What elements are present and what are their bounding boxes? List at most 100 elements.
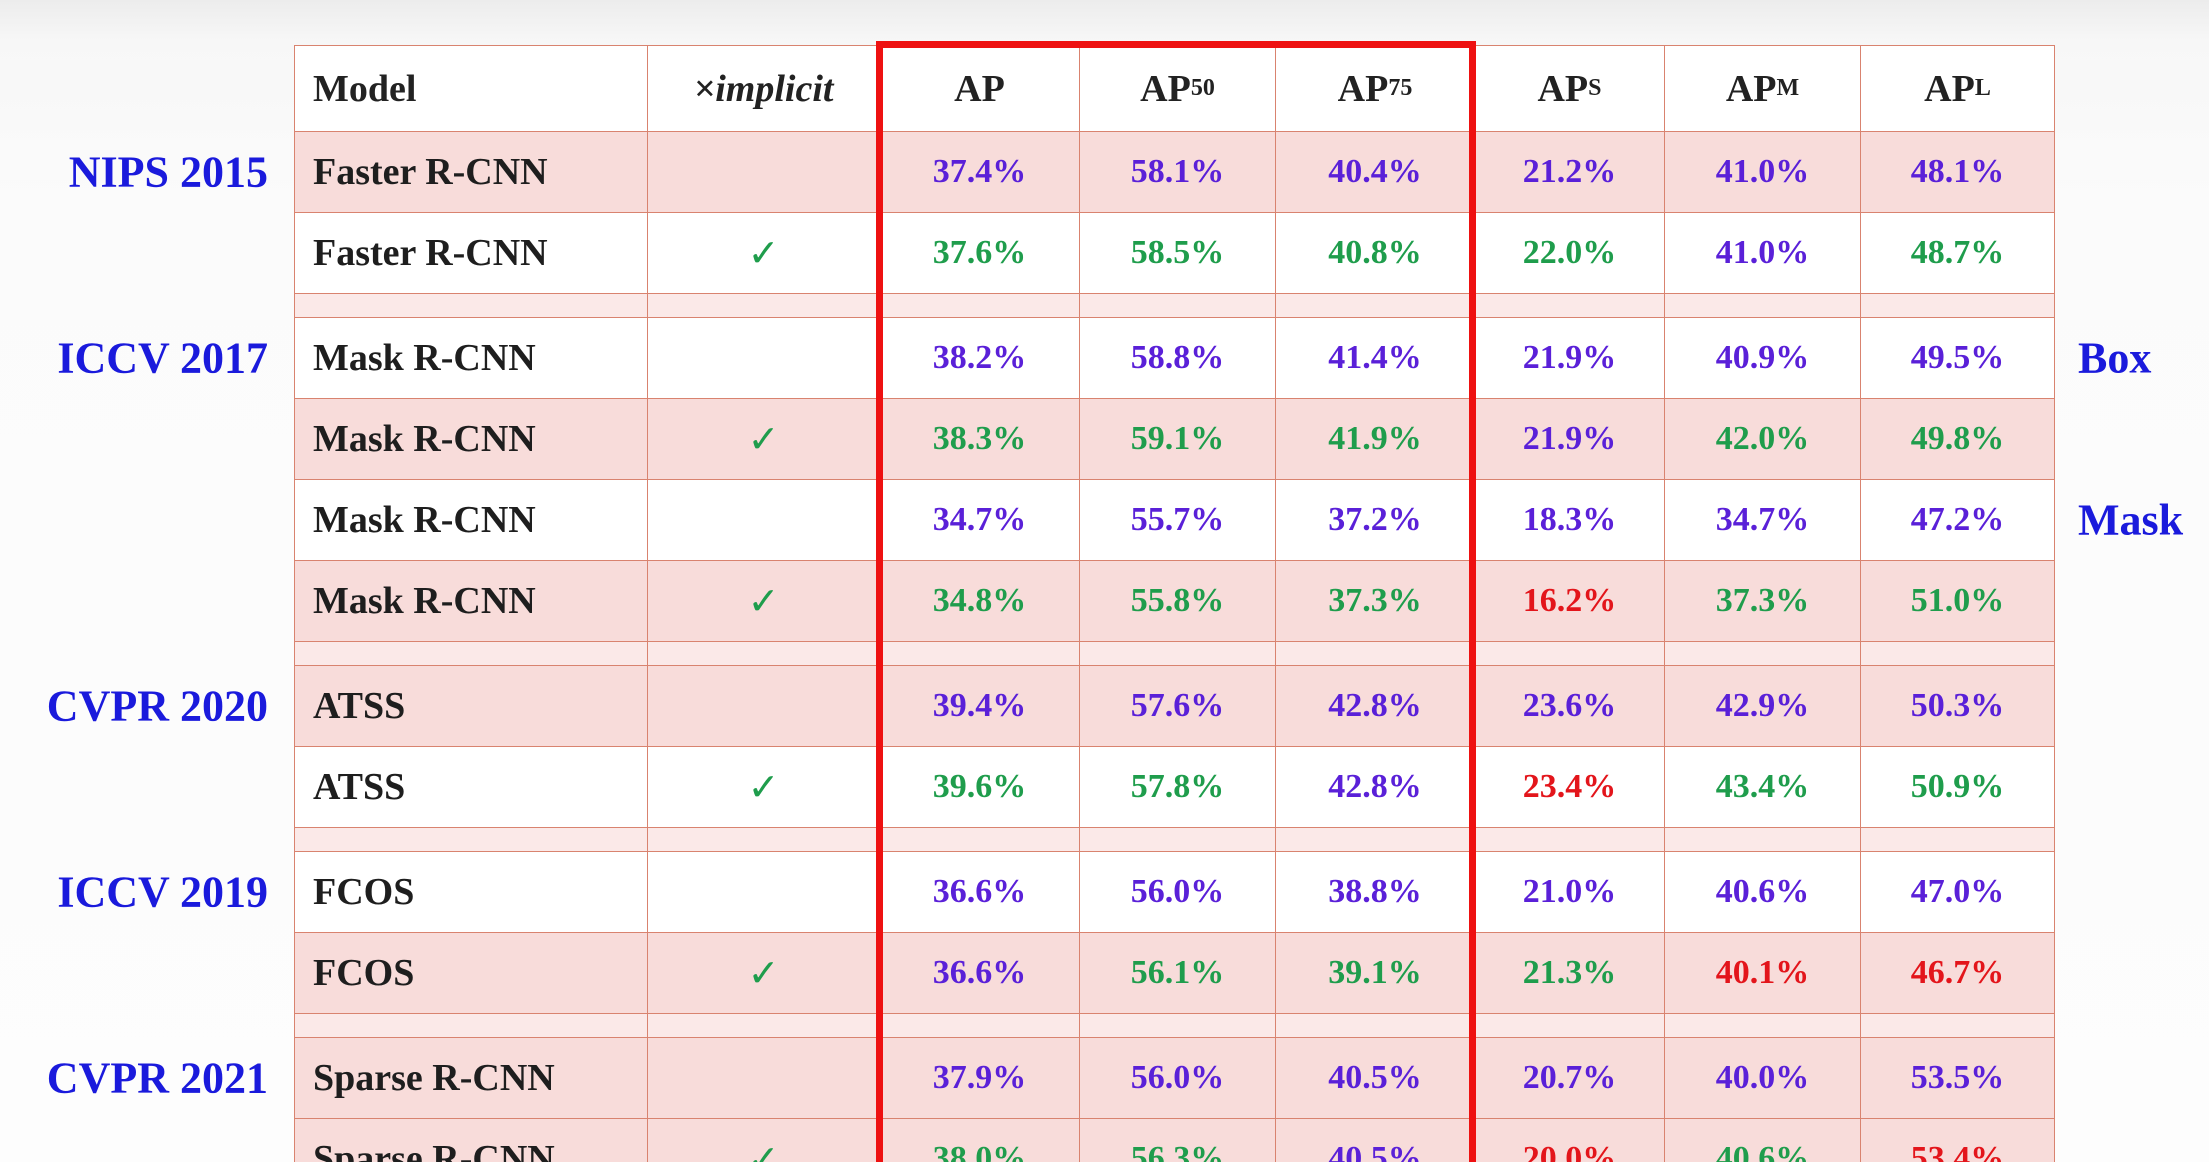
- spacer-cell: [294, 827, 648, 852]
- metric-cell: 55.8%: [1079, 560, 1276, 642]
- metric-cell: 36.6%: [879, 932, 1080, 1014]
- spacer-cell: [1664, 827, 1861, 852]
- implicit-cell: ✓: [647, 1118, 880, 1162]
- spacer-cell: [647, 293, 880, 318]
- header-text: AP: [1725, 67, 1777, 110]
- metric-cell: 57.8%: [1079, 746, 1276, 828]
- metric-cell: 59.1%: [1079, 398, 1276, 480]
- metric-cell: 42.0%: [1664, 398, 1861, 480]
- metric-cell: 40.1%: [1664, 932, 1861, 1014]
- spacer-cell: [647, 1013, 880, 1038]
- metric-cell: 40.6%: [1664, 851, 1861, 933]
- header-text: ×implicit: [693, 67, 834, 110]
- header-subscript: L: [1974, 75, 1991, 101]
- spacer-cell: [1275, 293, 1475, 318]
- header-cell: AP: [879, 45, 1080, 132]
- metric-cell: 40.6%: [1664, 1118, 1861, 1162]
- model-cell: Faster R-CNN: [294, 212, 648, 294]
- venue-label: CVPR 2021: [46, 1053, 268, 1102]
- metric-cell: 16.2%: [1474, 560, 1665, 642]
- metric-cell: 23.6%: [1474, 665, 1665, 747]
- model-cell: Mask R-CNN: [294, 317, 648, 399]
- spacer-cell: [294, 293, 648, 318]
- header-text: AP: [1140, 67, 1191, 110]
- model-cell: Mask R-CNN: [294, 479, 648, 561]
- metric-cell: 18.3%: [1474, 479, 1665, 561]
- metric-cell: 40.4%: [1275, 131, 1475, 213]
- metric-cell: 50.9%: [1860, 746, 2055, 828]
- implicit-cell: ✓: [647, 398, 880, 480]
- model-cell: Faster R-CNN: [294, 131, 648, 213]
- metric-cell: 40.0%: [1664, 1037, 1861, 1119]
- metric-cell: 47.0%: [1860, 851, 2055, 933]
- metric-cell: 43.4%: [1664, 746, 1861, 828]
- metric-cell: 49.8%: [1860, 398, 2055, 480]
- header-text: AP: [1537, 67, 1589, 110]
- spacer-cell: [1664, 641, 1861, 666]
- metric-cell: 21.9%: [1474, 317, 1665, 399]
- model-cell: Sparse R-CNN: [294, 1118, 648, 1162]
- metric-cell: 53.5%: [1860, 1037, 2055, 1119]
- check-mark: ✓: [747, 417, 780, 461]
- metric-cell: 41.0%: [1664, 212, 1861, 294]
- metric-cell: 55.7%: [1079, 479, 1276, 561]
- header-subscript: M: [1776, 75, 1800, 101]
- metric-cell: 51.0%: [1860, 560, 2055, 642]
- metric-cell: 38.0%: [879, 1118, 1080, 1162]
- model-cell: FCOS: [294, 851, 648, 933]
- spacer-cell: [879, 641, 1080, 666]
- implicit-cell: [647, 665, 880, 747]
- metric-cell: 58.5%: [1079, 212, 1276, 294]
- metric-cell: 23.4%: [1474, 746, 1665, 828]
- header-text: Model: [313, 67, 417, 110]
- header-text: AP: [1337, 67, 1389, 110]
- metric-cell: 34.8%: [879, 560, 1080, 642]
- spacer-cell: [1079, 827, 1276, 852]
- implicit-cell: ✓: [647, 746, 880, 828]
- highlight-box: [876, 41, 1476, 1162]
- metric-cell: 37.9%: [879, 1037, 1080, 1119]
- metric-cell: 21.3%: [1474, 932, 1665, 1014]
- metric-cell: 40.8%: [1275, 212, 1475, 294]
- model-cell: ATSS: [294, 665, 648, 747]
- implicit-cell: [647, 131, 880, 213]
- model-cell: Mask R-CNN: [294, 398, 648, 480]
- metric-cell: 38.2%: [879, 317, 1080, 399]
- check-mark: ✓: [747, 1137, 780, 1162]
- metric-cell: 22.0%: [1474, 212, 1665, 294]
- metric-cell: 38.8%: [1275, 851, 1475, 933]
- metric-cell: 56.1%: [1079, 932, 1276, 1014]
- spacer-cell: [294, 641, 648, 666]
- implicit-cell: [647, 479, 880, 561]
- spacer-cell: [1474, 641, 1665, 666]
- metric-cell: 21.9%: [1474, 398, 1665, 480]
- spacer-cell: [1079, 293, 1276, 318]
- metric-cell: 56.0%: [1079, 1037, 1276, 1119]
- spacer-cell: [879, 293, 1080, 318]
- metric-cell: 40.9%: [1664, 317, 1861, 399]
- metric-cell: 49.5%: [1860, 317, 2055, 399]
- check-mark: ✓: [747, 765, 780, 809]
- metric-cell: 21.0%: [1474, 851, 1665, 933]
- header-cell: ×implicit: [647, 45, 880, 132]
- metric-cell: 42.9%: [1664, 665, 1861, 747]
- check-mark: ✓: [747, 579, 780, 623]
- side-label: Mask: [2078, 495, 2184, 544]
- header-subscript: S: [1588, 75, 1602, 101]
- spacer-cell: [1474, 1013, 1665, 1038]
- metric-cell: 40.5%: [1275, 1118, 1475, 1162]
- metric-cell: 39.6%: [879, 746, 1080, 828]
- metric-cell: 48.7%: [1860, 212, 2055, 294]
- spacer-cell: [1474, 827, 1665, 852]
- header-cell: AP S: [1474, 45, 1665, 132]
- spacer-cell: [1664, 1013, 1861, 1038]
- venue-label: CVPR 2020: [46, 681, 268, 730]
- metric-cell: 48.1%: [1860, 131, 2055, 213]
- implicit-cell: [647, 851, 880, 933]
- venue-label: NIPS 2015: [68, 147, 268, 196]
- metric-cell: 37.4%: [879, 131, 1080, 213]
- metric-cell: 20.7%: [1474, 1037, 1665, 1119]
- metric-cell: 58.8%: [1079, 317, 1276, 399]
